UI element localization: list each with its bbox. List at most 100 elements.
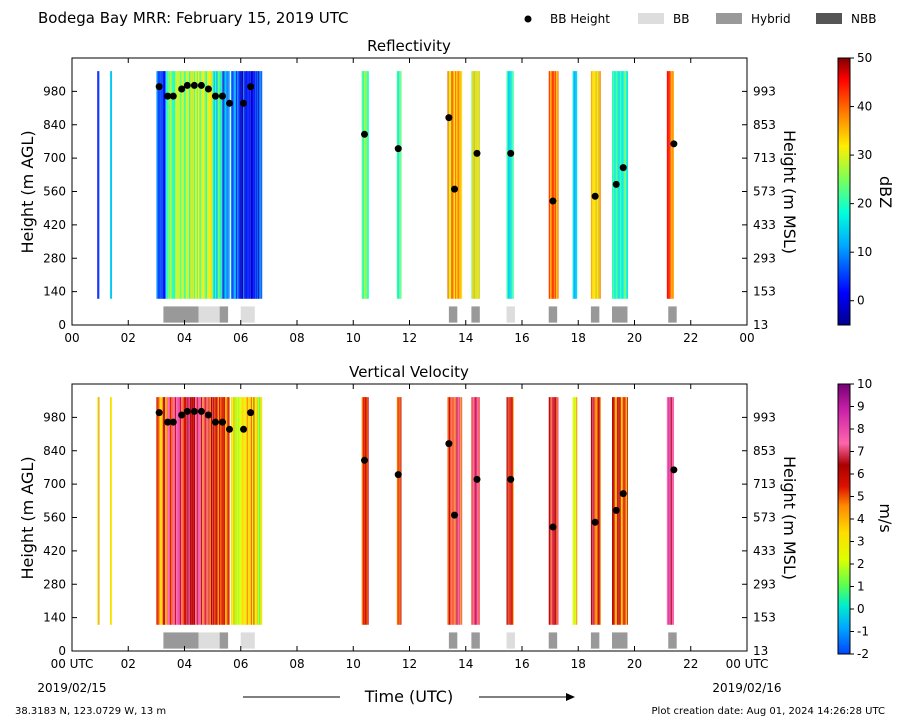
y-tick-label-left: 840 (43, 444, 66, 458)
y-tick-label-right: 153 (753, 285, 776, 299)
heatmap-cell (612, 71, 614, 299)
heatmap-cell (198, 397, 200, 625)
bb-height-point (451, 185, 458, 193)
heatmap-cell (253, 71, 255, 299)
y-tick-label-left: 980 (43, 410, 66, 424)
heatmap-cell (556, 71, 558, 299)
bb-height-point (670, 466, 678, 474)
heatmap-cell (244, 71, 246, 299)
colorbar-tick-label: 7 (857, 445, 865, 459)
heatmap-cell (447, 71, 449, 299)
heatmap-cell (177, 397, 179, 625)
heatmap-cell (191, 71, 193, 299)
y-tick-label-right: 853 (753, 118, 776, 132)
heatmap-cell (222, 397, 224, 625)
x-tick-label: 20 (627, 331, 642, 345)
heatmap-cell (548, 397, 550, 625)
x-tick-label: 22 (683, 331, 698, 345)
heatmap-cell (361, 397, 363, 625)
heatmap-cell (187, 71, 189, 299)
heatmap-cell (234, 397, 236, 625)
heatmap-cell (163, 71, 166, 299)
heatmap-cell (226, 397, 228, 625)
x-tick-label: 18 (571, 331, 586, 345)
bb-height-point (361, 456, 368, 464)
heatmap-cell (553, 71, 556, 299)
heatmap-cell (366, 397, 369, 625)
heatmap-cell (170, 71, 172, 299)
heatmap-cell (576, 397, 578, 625)
heatmap-cell (239, 397, 241, 625)
heatmap-cell (157, 71, 159, 299)
heatmap-cell (233, 397, 235, 625)
heatmap-cell (623, 397, 625, 625)
heatmap-cell (192, 397, 194, 625)
heatmap-cell (260, 397, 262, 625)
heatmap-cell (573, 397, 576, 625)
heatmap-cell (182, 397, 184, 625)
heatmap-cell (212, 71, 214, 299)
heatmap-cell (161, 397, 163, 625)
heatmap-cell (552, 71, 554, 299)
bb-height-point (164, 92, 172, 100)
heatmap-cell (202, 71, 204, 299)
heatmap-cell (555, 71, 557, 299)
header-legend: BB Height BB Hybrid NBB (524, 12, 876, 26)
y-tick-label-right: 13 (753, 318, 768, 332)
heatmap-cell (207, 71, 209, 299)
bb-height-point (240, 99, 248, 107)
heatmap-cell (241, 397, 244, 625)
heatmap-cell (243, 397, 245, 625)
bb-type-bar (668, 632, 677, 649)
colorbar-tick-label: -2 (857, 647, 869, 661)
heatmap-cell (175, 71, 177, 299)
heatmap-cell (241, 71, 244, 299)
heatmap-cell (249, 71, 251, 299)
heatmap-cell (448, 71, 450, 299)
heatmap-cell (183, 71, 185, 299)
y-tick-label-left: 0 (58, 318, 66, 332)
heatmap-cell (203, 397, 205, 625)
bb-height-point (169, 92, 177, 100)
bb-height-point (549, 523, 557, 531)
heatmap-cell (178, 397, 180, 625)
time-arrow-head (566, 693, 575, 701)
heatmap-cell (669, 71, 671, 299)
bb-height-point (190, 407, 198, 415)
heatmap-cell (451, 71, 453, 299)
heatmap-cell (192, 71, 194, 299)
y-tick-label-right: 713 (753, 477, 776, 491)
heatmap-cell (246, 397, 249, 625)
heatmap-cell (399, 397, 401, 625)
heatmap-cell (509, 71, 511, 299)
heatmap-cell (165, 397, 167, 625)
heatmap-cell (625, 71, 628, 299)
heatmap-cell (619, 71, 621, 299)
y-tick-label-right: 853 (753, 444, 776, 458)
bb-type-bar (471, 632, 480, 649)
heatmap-cell (456, 397, 458, 625)
x-tick-label: 10 (346, 657, 361, 671)
heatmap-cell (461, 71, 463, 299)
heatmap-cell (237, 397, 239, 625)
heatmap-cell (396, 71, 399, 299)
heatmap-cell (210, 397, 213, 625)
heatmap-cell (218, 397, 221, 625)
heatmap-cell (368, 71, 369, 299)
heatmap-cell (593, 71, 595, 299)
heatmap-cell (396, 397, 399, 625)
heatmap-cell (173, 71, 176, 299)
heatmap-cell (195, 71, 196, 299)
x-tick-label: 22 (683, 657, 698, 671)
heatmap-cell (257, 397, 259, 625)
heatmap-cell (590, 397, 593, 625)
heatmap-cell (460, 71, 462, 299)
heatmap-cell (448, 397, 450, 625)
heatmap-cell (368, 397, 369, 625)
heatmap-cell (573, 71, 576, 299)
heatmap-cell (476, 397, 478, 625)
heatmap-cell (627, 397, 628, 625)
x-tick-label: 02 (121, 657, 136, 671)
heatmap-cell (230, 397, 233, 625)
heatmap-cell (670, 397, 672, 625)
